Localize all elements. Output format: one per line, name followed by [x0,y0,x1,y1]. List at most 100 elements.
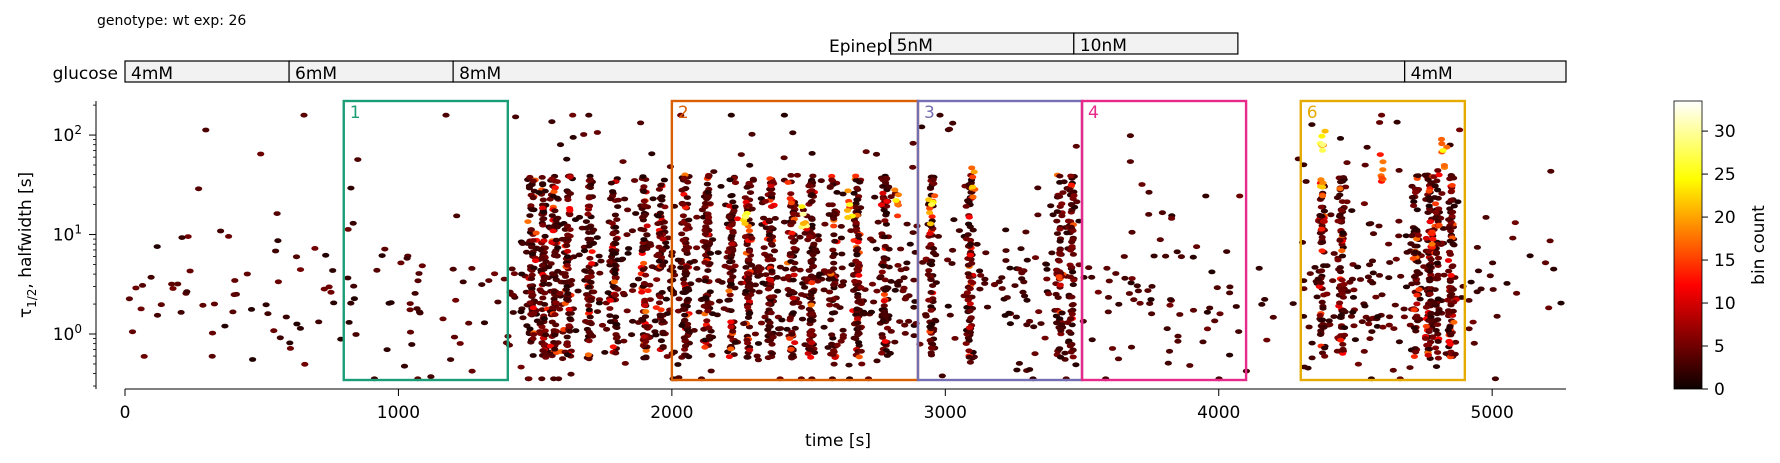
hexbin-cell [770,248,779,254]
hexbin-cell [1432,345,1440,351]
hexbin-cell [782,266,790,272]
hexbin-cell [731,340,739,345]
hexbin-cell [683,251,691,256]
hexbin-cell [761,199,770,204]
hexbin-cell [706,289,714,295]
hexbin-cell [1390,326,1398,331]
hexbin-cell [1289,301,1297,306]
colorbar-tick-label: 25 [1714,165,1736,185]
hexbin-cell [640,260,648,266]
hexbin-cell [1379,324,1387,330]
hexbin-cell [137,306,145,312]
hexbin-cell [1130,297,1138,303]
hexbin-cell [1104,295,1113,300]
hexbin-cell [1203,309,1211,315]
hexbin-cell [125,296,133,302]
hexbin-cell [830,361,838,367]
hexbin-cell [1432,210,1440,215]
hexbin-cell [554,245,562,251]
hexbin-cell [1145,212,1153,217]
hexbin-cell [1202,193,1210,199]
hexbin-cell [655,300,664,306]
hexbin-cell [1199,339,1207,345]
hexbin-cell [655,258,664,264]
hexbin-cell [1316,313,1324,318]
hexbin-cell [901,331,909,336]
hexbin-cell [1002,258,1010,263]
hexbin-cell [1557,300,1565,306]
hexbin-cell [882,313,890,319]
hexbin-cell [1255,265,1263,271]
hexbin-cell [751,282,760,288]
hexbin-cell [1373,324,1381,329]
hexbin-cell [1067,182,1075,188]
hexbin-cell [766,320,774,326]
hexbin-cell [549,305,557,311]
hexbin-cell [1360,201,1368,207]
hexbin-cell [530,311,538,316]
hexbin-cell [554,268,562,274]
hexbin-cell [790,272,798,278]
hexbin-cell [928,214,936,220]
hexbin-cell [1319,239,1327,245]
hexbin-cell [639,217,648,223]
hexbin-cell [556,291,564,296]
hexbin-cell [230,292,238,298]
hexbin-cell [681,312,689,318]
hexbin-cell [1448,287,1456,293]
hexbin-cell [882,180,890,186]
hexbin-cell [551,208,559,214]
hexbin-cell [551,332,559,338]
hexbin-cell [1018,270,1026,276]
hexbin-cell [538,376,546,382]
hexbin-cell [1316,213,1324,218]
hexbin-cell [680,175,688,181]
hexbin-cell [936,112,944,118]
hexbin-cell [766,331,774,336]
hexbin-cell [838,251,846,257]
hexbin-cell [1056,282,1064,288]
y-tick-label: 101 [53,223,82,246]
hexbin-cell [1031,351,1039,357]
hexbin-cell [701,200,710,206]
hexbin-cell [1056,226,1064,232]
hexbin-cell [584,211,592,217]
hexbin-cell [1164,360,1172,366]
hexbin-cell [656,294,665,300]
hexbin-cell [902,294,911,300]
hexbin-cell [1389,367,1397,373]
hexbin-cell [906,241,914,247]
hexbin-cell [1012,314,1021,320]
hexbin-cell [243,271,251,277]
hexbin-cell [791,340,799,346]
hexbin-cell [1338,253,1347,259]
hexbin-cell [970,169,978,175]
hexbin-cell [1448,183,1456,188]
hexbin-cell [1003,295,1011,300]
hexbin-cell [1410,203,1418,209]
hexbin-cell [624,251,632,256]
hexbin-cell [1467,279,1475,285]
hexbin-cell [556,306,564,312]
hexbin-cell [1434,168,1442,173]
hexbin-cell [866,236,875,242]
hexbin-cell [1433,260,1441,266]
hexbin-cell [1168,216,1176,221]
hexbin-cell [524,219,532,225]
hexbin-cell [679,290,687,295]
hexbin-cell [184,234,192,240]
hexbin-cell [186,268,194,274]
hexbin-cell [855,233,863,238]
x-tick-label: 3000 [924,403,967,423]
hexbin-cell [744,304,752,310]
hexbin-cell [929,341,937,347]
hexbin-cell [1427,314,1435,320]
hexbin-cell [663,354,671,359]
hexbin-cell [867,309,876,315]
hexbin-cell [966,252,975,258]
hexbin-cell [276,335,284,341]
hexbin-cell [788,230,796,236]
hexbin-cell [587,321,595,327]
hexbin-cell [857,285,865,290]
